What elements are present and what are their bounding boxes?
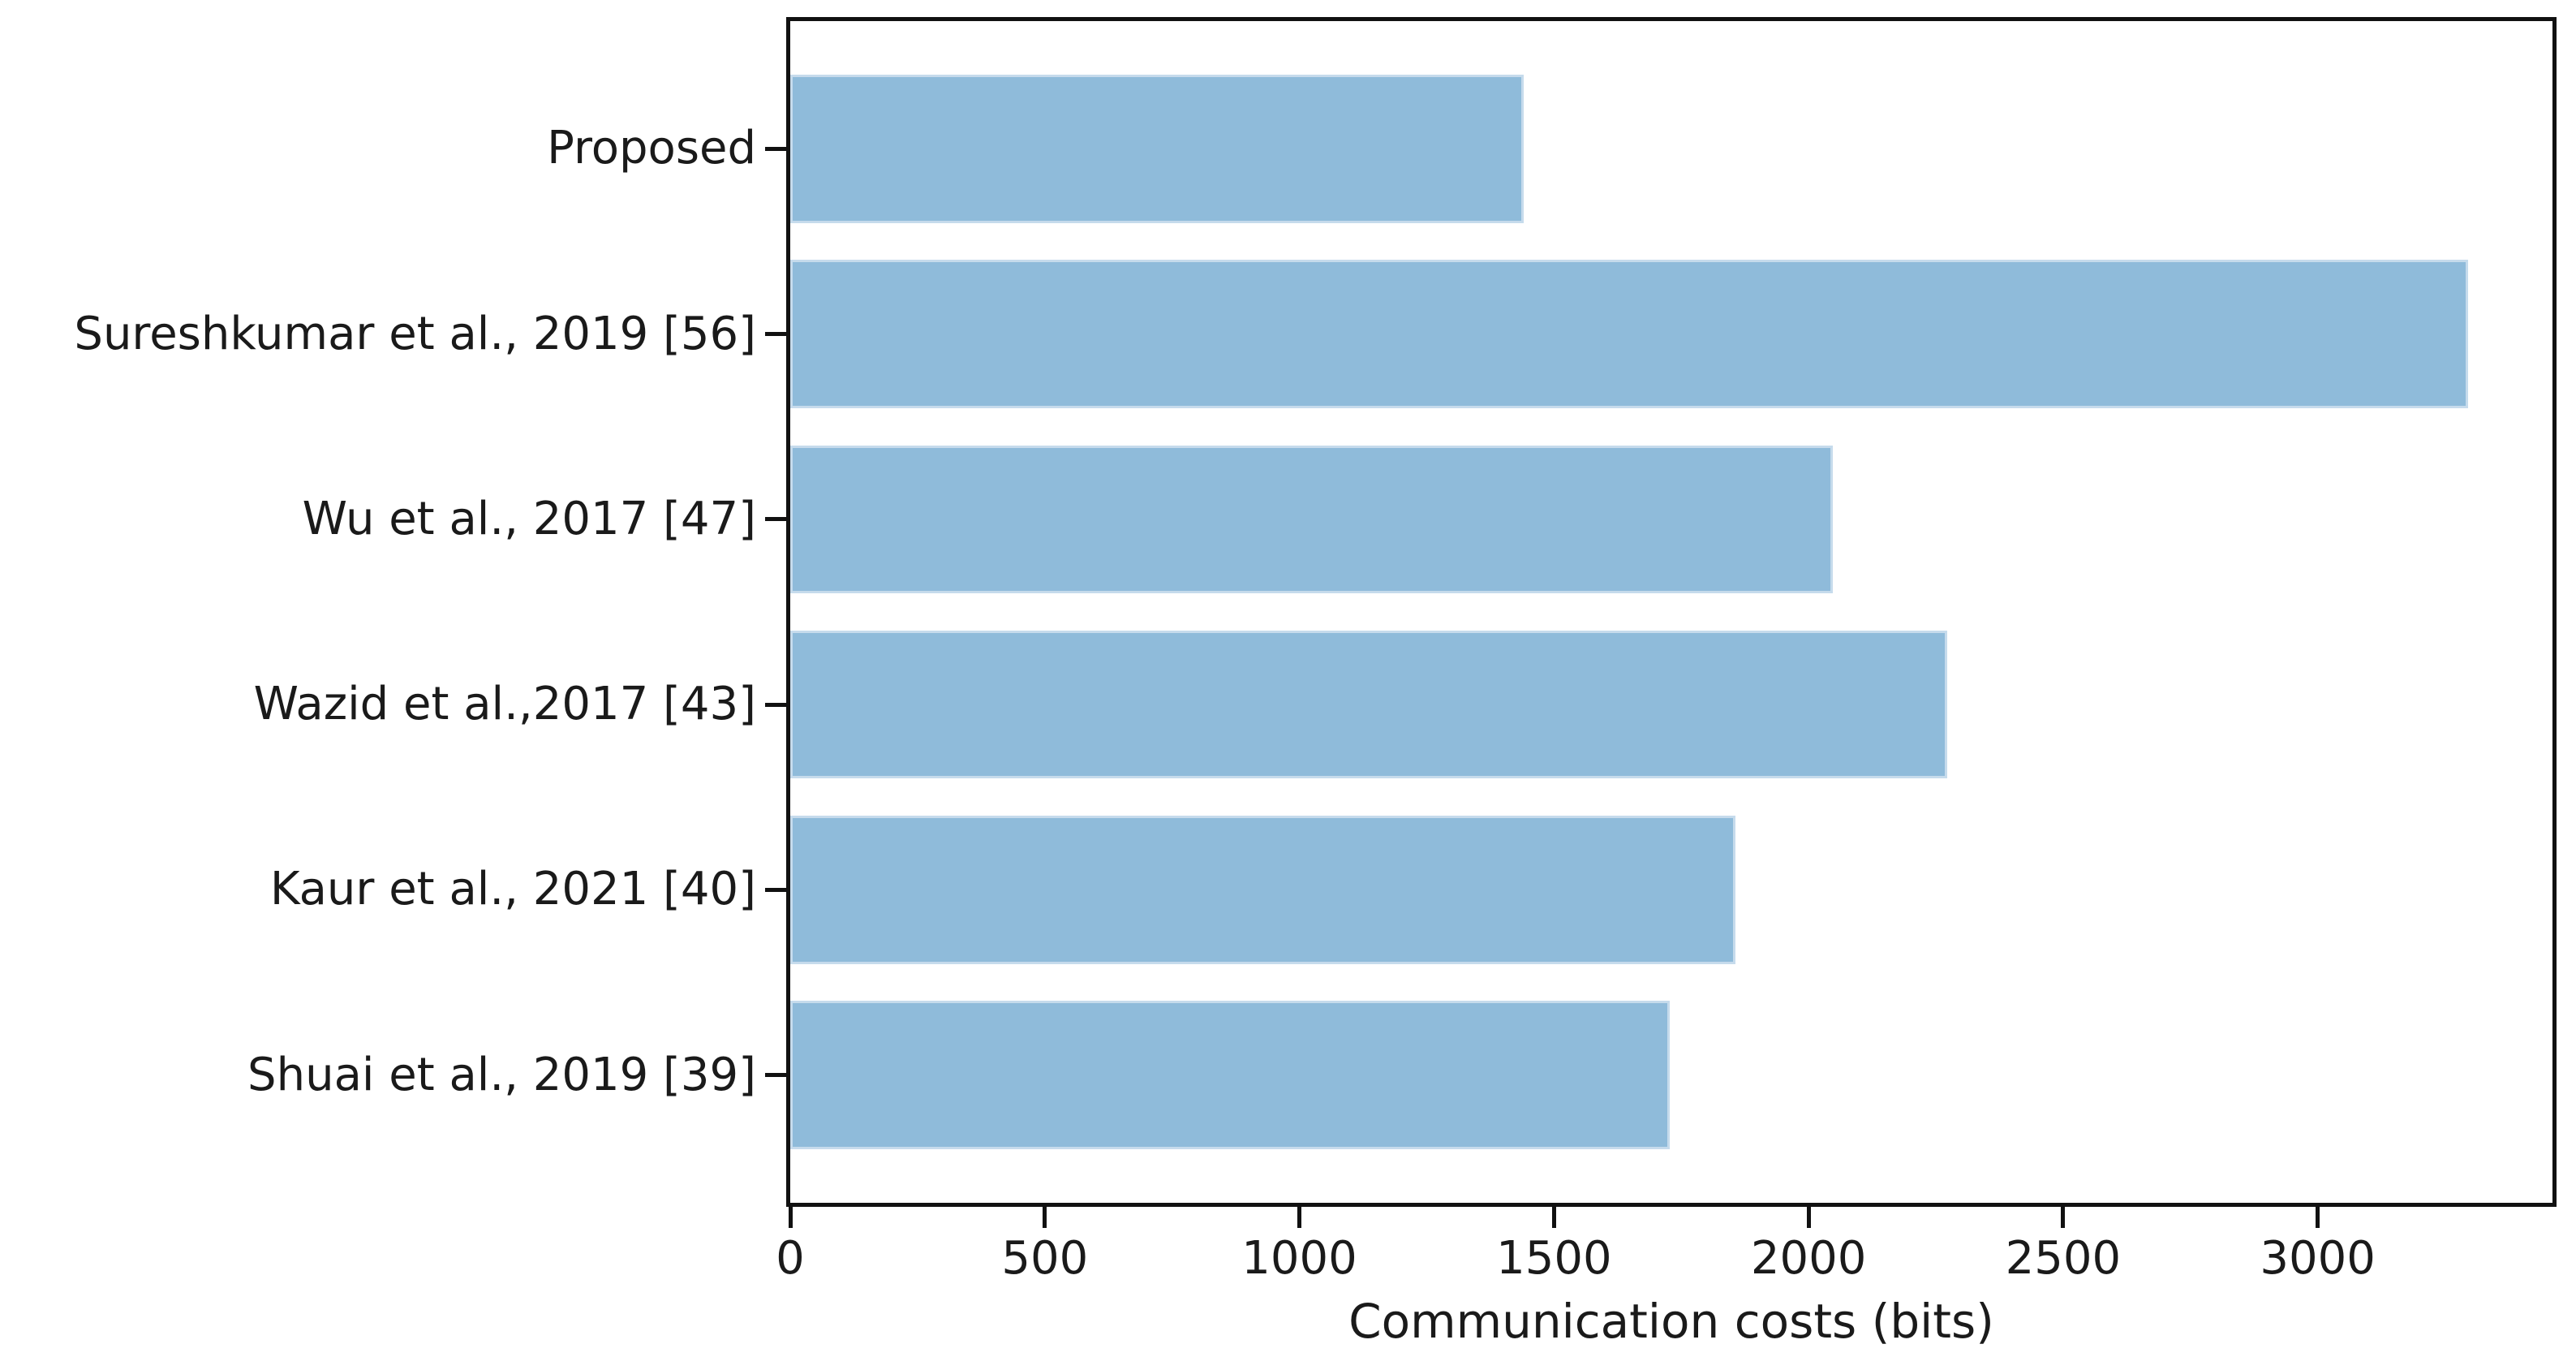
y-category-label: Wazid et al.,2017 [43] [253,678,756,731]
x-tick-label: 1500 [1496,1232,1612,1285]
bar-kaur-2021 [790,816,1735,964]
x-axis-title: Communication costs (bits) [1348,1294,1994,1349]
y-category-label: Kaur et al., 2021 [40] [269,863,756,916]
y-tick-mark [765,887,786,892]
x-tick-label: 500 [1001,1232,1089,1285]
x-tick-mark [1806,1207,1811,1228]
x-tick-label: 3000 [2260,1232,2376,1285]
bar-sureshkumar-2019 [790,260,2469,408]
bar-wu-2017 [790,445,1834,594]
bar-wazid-2017 [790,630,1947,779]
x-tick-label: 2000 [1750,1232,1867,1285]
bar-proposed [790,75,1524,223]
x-tick-mark [2316,1207,2320,1228]
y-category-label: Proposed [547,122,756,175]
x-tick-mark [1043,1207,1047,1228]
y-tick-mark [765,702,786,707]
x-tick-mark [788,1207,793,1228]
x-tick-label: 0 [776,1232,805,1285]
x-tick-mark [2061,1207,2066,1228]
plot-area [786,17,2557,1207]
bar-shuai-2019 [790,1001,1671,1149]
x-tick-mark [1297,1207,1302,1228]
y-tick-mark [765,332,786,337]
y-category-label: Sureshkumar et al., 2019 [56] [74,307,756,360]
y-category-label: Wu et al., 2017 [47] [302,492,756,545]
y-tick-mark [765,1073,786,1078]
x-tick-label: 1000 [1241,1232,1357,1285]
y-tick-mark [765,146,786,151]
x-tick-mark [1551,1207,1556,1228]
x-tick-label: 2500 [2005,1232,2122,1285]
y-category-label: Shuai et al., 2019 [39] [247,1048,756,1101]
y-tick-mark [765,517,786,522]
